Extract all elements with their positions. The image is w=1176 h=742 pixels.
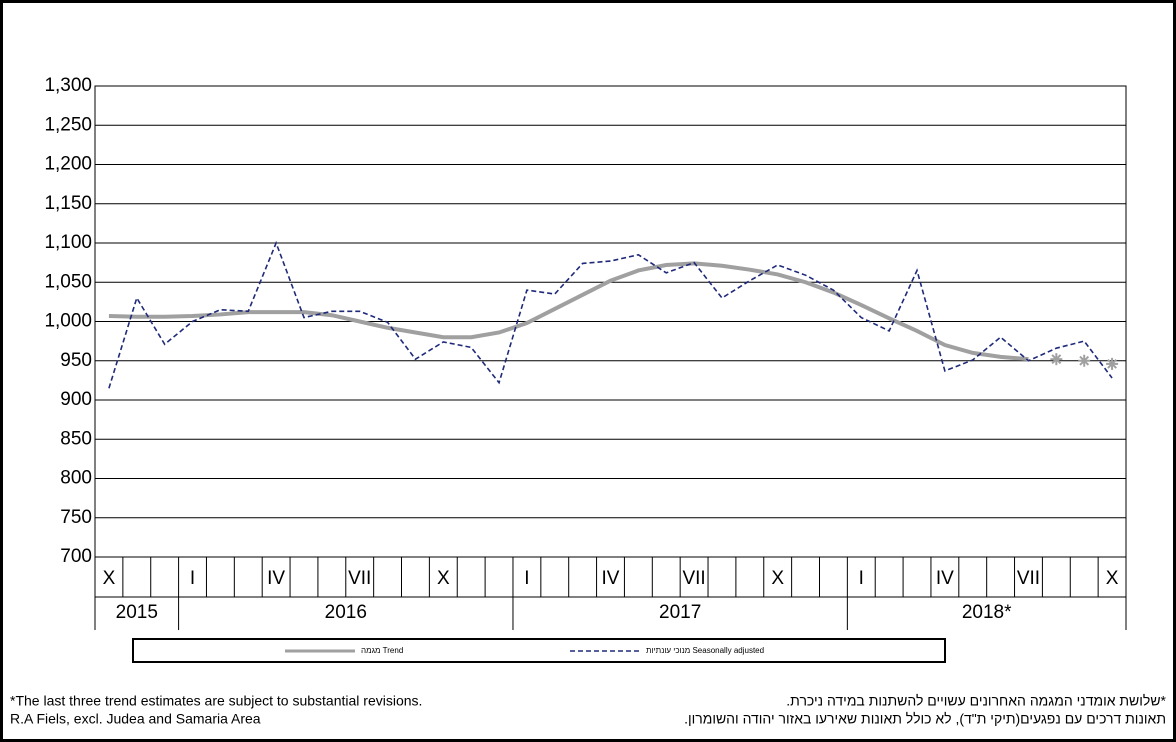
asterisk-marker: [1050, 353, 1063, 366]
x-tick-label: X: [103, 568, 116, 589]
note-en: R.A Fiels, excl. Judea and Samaria Area: [10, 711, 261, 727]
x-tick-label: X: [1106, 568, 1119, 589]
x-group-label: 2016: [325, 602, 367, 623]
y-tick-label: 950: [60, 350, 92, 371]
series-line: [108, 240, 1113, 389]
x-tick-label: VII: [682, 568, 705, 589]
y-tick-label: 750: [60, 507, 92, 528]
note-en: *The last three trend estimates are subj…: [10, 693, 422, 709]
x-tick-label: IV: [602, 568, 620, 589]
y-tick-label: 1,000: [44, 311, 92, 332]
x-tick-label: I: [524, 568, 529, 589]
x-tick-label: VII: [1017, 568, 1040, 589]
x-group-label: 2017: [659, 602, 701, 623]
y-tick-label: 900: [60, 389, 92, 410]
x-tick-label: IV: [267, 568, 285, 589]
y-tick-label: 1,250: [44, 114, 92, 135]
x-tick-label: IV: [936, 568, 954, 589]
y-tick-label: 1,300: [44, 75, 92, 96]
legend-box: [132, 638, 946, 663]
y-tick-label: 700: [60, 546, 92, 567]
x-tick-label: I: [190, 568, 195, 589]
y-tick-label: 800: [60, 468, 92, 489]
y-tick-label: 1,200: [44, 154, 92, 175]
y-tick-label: 1,050: [44, 271, 92, 292]
note-he: תאונות דרכים עם נפגעים(תיקי ת"ד), לא כול…: [684, 711, 1166, 727]
y-tick-label: 850: [60, 428, 92, 449]
x-group-label: 2018*: [962, 602, 1012, 623]
asterisk-marker: [1078, 354, 1091, 367]
note-he: *שלושת אומדני המגמה האחרונים עשויים להשת…: [786, 693, 1166, 709]
legend-label: מגמה Trend: [361, 646, 403, 655]
y-tick-label: 1,100: [44, 232, 92, 253]
x-group-label: 2015: [116, 602, 158, 623]
x-tick-label: X: [437, 568, 450, 589]
series-line: [108, 261, 1029, 362]
y-tick-label: 1,150: [44, 193, 92, 214]
x-tick-label: X: [771, 568, 784, 589]
asterisk-marker: [1106, 357, 1119, 370]
x-tick-label: I: [859, 568, 864, 589]
legend-label: מנוכי עונתיות Seasonally adjusted: [646, 646, 764, 655]
x-tick-label: VII: [348, 568, 371, 589]
